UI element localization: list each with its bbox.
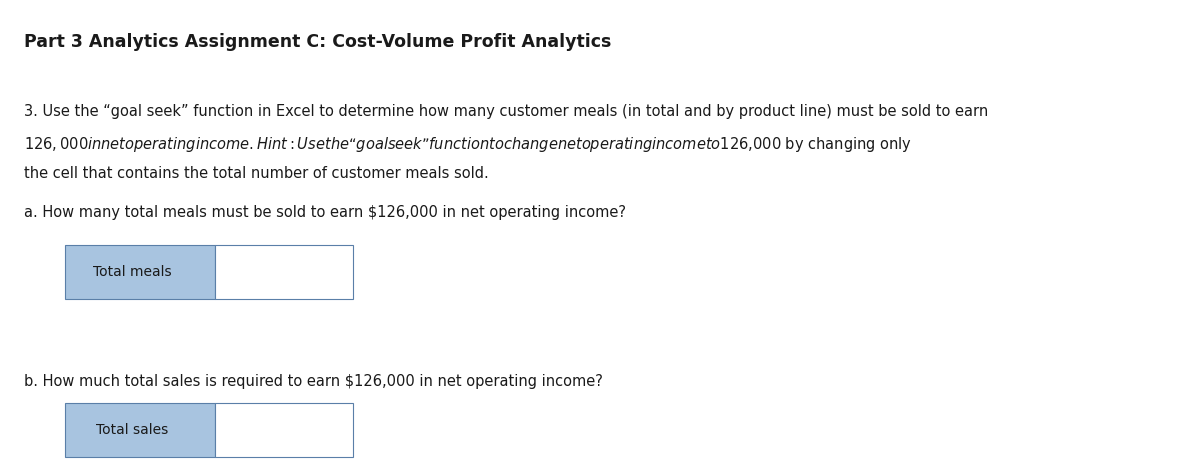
FancyBboxPatch shape: [215, 403, 353, 457]
Text: a. How many total meals must be sold to earn $126,000 in net operating income?: a. How many total meals must be sold to …: [24, 205, 626, 220]
Text: Total sales: Total sales: [96, 423, 168, 437]
Text: b. How much total sales is required to earn $126,000 in net operating income?: b. How much total sales is required to e…: [24, 374, 602, 390]
FancyBboxPatch shape: [215, 245, 353, 299]
Text: Total meals: Total meals: [92, 265, 172, 279]
FancyBboxPatch shape: [65, 403, 215, 457]
FancyBboxPatch shape: [65, 245, 215, 299]
Text: 3. Use the “goal seek” function in Excel to determine how many customer meals (i: 3. Use the “goal seek” function in Excel…: [24, 104, 989, 119]
Text: the cell that contains the total number of customer meals sold.: the cell that contains the total number …: [24, 166, 488, 181]
Text: Part 3 Analytics Assignment C: Cost-Volume Profit Analytics: Part 3 Analytics Assignment C: Cost-Volu…: [24, 33, 611, 51]
Text: $126,000 in net operating income. Hint: Use the “goal seek” function to change n: $126,000 in net operating income. Hint: …: [24, 135, 912, 154]
